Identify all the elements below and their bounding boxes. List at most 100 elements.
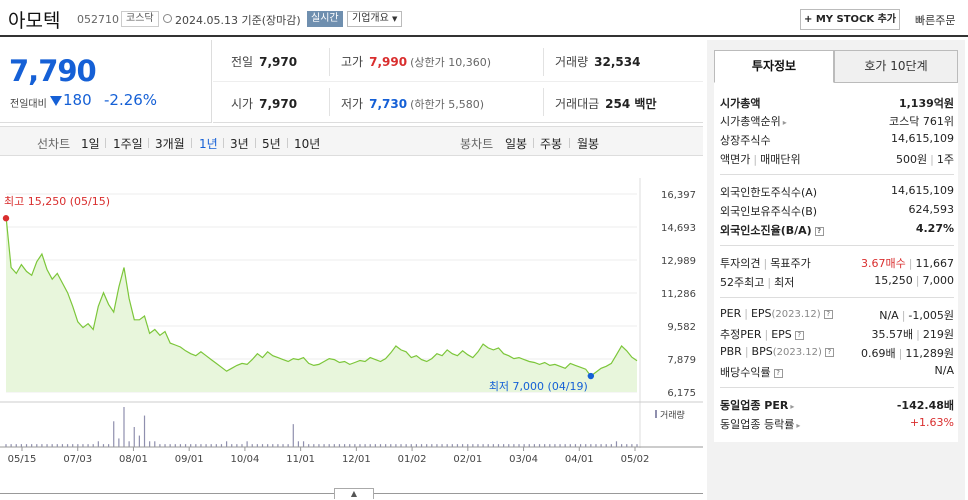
- x-tick-label: 07/03: [63, 454, 92, 465]
- volume-bar: [590, 444, 592, 447]
- volume-bar: [164, 444, 166, 447]
- volume-bar: [277, 444, 279, 447]
- company-overview-dropdown[interactable]: 기업개요 ▼: [347, 11, 403, 27]
- base-date: 2024.05.13 기준(장마감): [175, 14, 301, 27]
- per-label: PER: [720, 307, 742, 320]
- cap-rank-label: 시가총액순위: [720, 115, 781, 128]
- volume-bar: [97, 441, 99, 447]
- y-tick-label: 6,175: [667, 388, 696, 399]
- realtime-button[interactable]: 실시간: [307, 11, 343, 27]
- volume-bar: [420, 444, 423, 447]
- volume-bar: [364, 444, 366, 447]
- help-icon[interactable]: ?: [823, 309, 833, 319]
- price-chart[interactable]: 16,397 14,693 12,989 11,286 9,582 7,879 6,175 최…: [0, 158, 703, 488]
- volume-bar: [267, 444, 269, 447]
- x-tick-label: 03/04: [509, 454, 538, 465]
- period-10y[interactable]: 10년: [294, 137, 321, 151]
- tab-investment-info[interactable]: 투자정보: [714, 50, 834, 83]
- volume-bar: [636, 444, 638, 447]
- volume-bar: [56, 444, 58, 447]
- foreign-ratio-value: 4.27%: [915, 222, 954, 235]
- volume: 거래량 32,534: [555, 53, 640, 70]
- volume-bar: [149, 441, 151, 447]
- industry-per-row[interactable]: 동일업종 PER ▸ -142.48배: [720, 397, 954, 415]
- volume-bar: [564, 444, 566, 447]
- x-tick-label: 08/01: [119, 454, 148, 465]
- volume-bar: [538, 444, 541, 447]
- help-icon[interactable]: ?: [824, 347, 834, 357]
- volume-bar: [51, 444, 53, 447]
- face-value-row: 액면가 | 매매단위 500원 | 1주: [720, 153, 954, 166]
- volume-bar: [282, 444, 284, 447]
- period-5y[interactable]: 5년: [262, 137, 281, 151]
- volume-label: 거래량: [555, 55, 589, 69]
- prev-close: 전일 7,970: [231, 53, 297, 70]
- volume-bar: [200, 444, 202, 447]
- amount-value: 254 백만: [605, 97, 657, 111]
- open-price: 시가 7,970: [231, 95, 297, 112]
- volume-bar: [154, 441, 156, 447]
- week52-low-label: 최저: [774, 276, 795, 289]
- volume-bar: [256, 444, 258, 447]
- volume-bar: [487, 444, 489, 447]
- market-cap-row: 시가총액 1,139억원: [720, 95, 954, 113]
- listed-shares-value: 14,615,109: [891, 132, 954, 145]
- x-tick-label: 02/01: [453, 454, 482, 465]
- y-tick-label: 9,582: [667, 322, 696, 333]
- low-label: 저가: [341, 97, 364, 111]
- volume-bar: [15, 444, 17, 447]
- volume-bar: [108, 444, 110, 447]
- help-icon[interactable]: ?: [814, 226, 824, 236]
- period-1y[interactable]: 1년: [199, 137, 218, 151]
- volume-bar: [318, 444, 320, 447]
- period-3y[interactable]: 3년: [230, 137, 249, 151]
- volume-bar: [595, 444, 597, 447]
- x-tick-label: 04/01: [565, 454, 594, 465]
- period-1d[interactable]: 1일: [81, 137, 100, 151]
- low-value: 7,730: [369, 97, 408, 111]
- volume-bar: [513, 444, 515, 447]
- volume-bar: [349, 444, 351, 447]
- volume-bar: [585, 444, 587, 447]
- week52-low-value: 7,000: [922, 274, 955, 287]
- volume-bar: [579, 444, 582, 447]
- volume-bar: [133, 427, 135, 447]
- period-1w[interactable]: 1주일: [113, 137, 143, 151]
- x-tick-label: 10/04: [230, 454, 259, 465]
- industry-rate-row[interactable]: 동일업종 등락률 ▸ +1.63%: [720, 416, 954, 434]
- y-tick-label: 16,397: [661, 190, 696, 201]
- chevron-right-icon: ▸: [790, 402, 795, 411]
- company-overview-label: 기업개요: [352, 13, 389, 24]
- volume-bar: [569, 444, 571, 447]
- high-annotation: 최고 15,250 (05/15): [4, 195, 110, 208]
- volume-bar: [123, 407, 125, 447]
- cap-rank-value: 코스닥 761위: [889, 115, 954, 128]
- foreign-hold-value: 624,593: [908, 203, 955, 216]
- low-annotation: 최저 7,000 (04/19): [489, 380, 588, 393]
- period-3m[interactable]: 3개월: [155, 137, 185, 151]
- volume-bar: [477, 444, 479, 447]
- volume-bar: [225, 441, 228, 447]
- tab-orderbook-10[interactable]: 호가 10단계: [834, 50, 958, 83]
- foreign-limit-value: 14,615,109: [891, 184, 954, 197]
- market-badge: 코스닥: [121, 11, 159, 27]
- dividend-row: 배당수익률? N/A: [720, 364, 954, 382]
- industry-rate-value: +1.63%: [909, 416, 954, 429]
- candle-daily[interactable]: 일봉: [505, 137, 528, 151]
- cap-rank-row[interactable]: 시가총액순위 ▸ 코스닥 761위: [720, 113, 954, 131]
- volume-bar: [272, 444, 274, 447]
- candle-monthly[interactable]: 월봉: [577, 137, 600, 151]
- volume-bar: [610, 444, 612, 447]
- est-per-value: 35.57배: [871, 328, 914, 341]
- volume-bar: [261, 444, 264, 447]
- opinion-value: 3.67매수: [861, 257, 906, 270]
- volume-bar: [415, 444, 418, 447]
- volume-bar: [246, 441, 248, 447]
- help-icon[interactable]: ?: [773, 368, 783, 378]
- my-stock-add-button[interactable]: + MY STOCK 추가: [800, 9, 900, 30]
- quick-order-link[interactable]: 빠른주문: [915, 14, 956, 27]
- chart-resize-handle[interactable]: ▲: [334, 488, 374, 499]
- help-icon[interactable]: ?: [794, 330, 804, 340]
- lower-limit: (하한가 5,580): [410, 98, 484, 111]
- candle-weekly[interactable]: 주봉: [540, 137, 563, 151]
